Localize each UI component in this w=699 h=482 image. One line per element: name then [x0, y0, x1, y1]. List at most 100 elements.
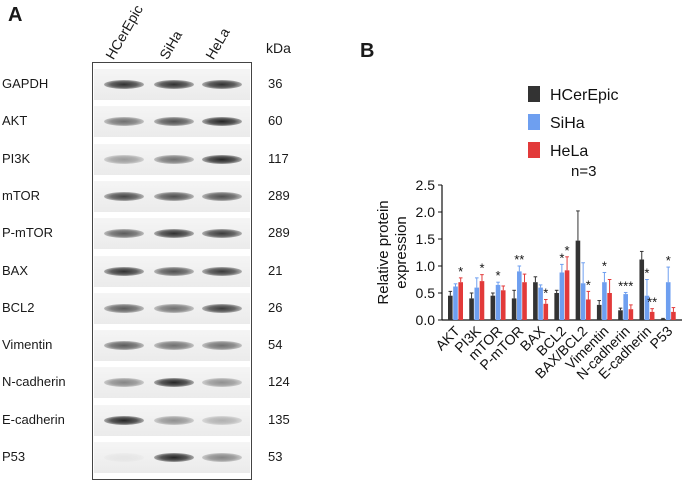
bar	[628, 309, 634, 320]
bar	[580, 283, 586, 320]
bar	[665, 282, 671, 320]
bar	[564, 270, 570, 320]
bar	[517, 271, 522, 320]
bar	[596, 304, 602, 320]
western-blot	[92, 62, 252, 480]
y-axis-label: Relative proteinexpression	[375, 200, 410, 304]
significance-marker: **	[514, 252, 524, 267]
blot-strip	[94, 143, 250, 175]
blot-band	[154, 378, 194, 388]
blot-band	[154, 191, 194, 201]
bar	[453, 286, 458, 320]
blot-strip	[94, 292, 250, 324]
bar	[660, 318, 666, 320]
kda-value: 289	[268, 187, 290, 203]
significance-marker: ***	[618, 278, 633, 293]
significance-marker: *	[559, 250, 564, 265]
kda-value: 117	[268, 150, 289, 166]
protein-label: GAPDH	[2, 76, 49, 91]
bar	[538, 287, 543, 320]
bar	[607, 293, 612, 320]
legend-swatch	[528, 86, 540, 102]
blot-strip	[94, 106, 250, 138]
bar	[618, 310, 623, 320]
lane-label-siha: SiHa	[156, 27, 186, 63]
bar	[559, 272, 565, 320]
protein-label: AKT	[2, 113, 28, 129]
significance-marker: *	[565, 243, 570, 258]
blot-band	[202, 453, 242, 462]
blot-band	[202, 154, 242, 164]
bar	[448, 295, 453, 320]
significance-marker: *	[666, 253, 671, 268]
significance-marker: *	[496, 268, 501, 283]
bar	[623, 294, 628, 320]
blot-band	[202, 80, 242, 89]
blot-strip	[94, 330, 250, 362]
bar	[522, 282, 527, 320]
kda-value: 53	[268, 449, 283, 464]
blot-band	[104, 80, 144, 89]
blot-band	[154, 266, 194, 276]
legend-swatch	[528, 142, 540, 158]
protein-label: PI3K	[2, 150, 31, 166]
bar	[511, 298, 517, 320]
y-tick-label: 0.0	[416, 312, 436, 328]
kda-value: 124	[268, 374, 290, 390]
blot-band	[154, 453, 194, 462]
blot-band	[154, 154, 194, 164]
bar	[575, 240, 581, 320]
protein-label: P-mTOR	[2, 225, 54, 241]
y-tick-label: 2.0	[416, 204, 436, 220]
blot-band	[202, 303, 242, 313]
y-tick-label: 2.5	[416, 177, 436, 193]
significance-marker: *	[602, 258, 607, 273]
x-tick-label: P53	[647, 323, 676, 352]
protein-label: mTOR	[2, 187, 41, 203]
bar	[671, 311, 676, 320]
lane-label-hela: HeLa	[202, 25, 233, 62]
kda-value: 135	[268, 411, 290, 427]
bar	[458, 282, 463, 320]
blot-strip	[94, 442, 250, 473]
kda-value: 26	[268, 299, 283, 315]
blot-band	[202, 191, 242, 201]
protein-label: E-cadherin	[2, 411, 65, 427]
blot-band	[202, 117, 242, 127]
blot-band	[104, 453, 144, 462]
blot-band	[104, 415, 144, 425]
blot-band	[202, 266, 242, 276]
legend-swatch	[528, 114, 540, 130]
bar	[533, 282, 538, 320]
significance-marker: *	[586, 277, 591, 292]
panel-a-label: A	[8, 4, 23, 26]
blot-band	[154, 80, 194, 89]
kda-header: kDa	[266, 40, 291, 56]
bar	[602, 282, 607, 320]
kda-value: 21	[268, 262, 283, 278]
blot-band	[104, 191, 144, 201]
blot-band	[202, 341, 242, 351]
bar	[639, 259, 645, 320]
blot-strip	[94, 404, 250, 436]
bar	[490, 295, 496, 320]
blot-band	[104, 303, 144, 313]
significance-marker: *	[644, 266, 649, 281]
blot-band	[202, 378, 242, 388]
protein-label: Vimentin	[2, 337, 53, 353]
bar	[495, 284, 501, 320]
significance-marker: *	[458, 264, 463, 279]
bar-chart: HCerEpic SiHa HeLa n=3 0.0 0.5 1.0 1.5 2.0 2.5 Rel…	[375, 86, 682, 383]
significance-marker: *	[543, 285, 548, 300]
blot-band	[154, 341, 194, 351]
bar	[644, 295, 650, 320]
significance-marker: **	[647, 295, 657, 310]
protein-label: BCL2	[2, 299, 35, 315]
blot-band	[104, 341, 144, 351]
kda-value: 60	[268, 113, 283, 129]
bar	[469, 298, 474, 320]
bar	[474, 287, 480, 320]
significance-marker: *	[479, 261, 484, 276]
y-tick-label: 1.0	[416, 258, 436, 274]
legend-label: HCerEpic	[550, 87, 618, 104]
